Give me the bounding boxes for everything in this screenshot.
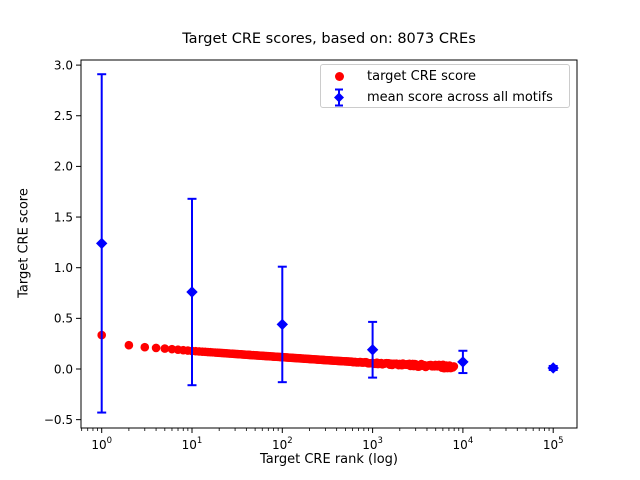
mean-score-diamond xyxy=(547,362,559,374)
legend-item-target-cre-score: target CRE score xyxy=(321,66,569,87)
legend-item-mean-score: mean score across all motifs xyxy=(321,87,569,108)
y-tick-label: −0.5 xyxy=(44,413,73,427)
mean-score-diamond xyxy=(366,344,379,356)
x-tick-label: 104 xyxy=(453,436,474,452)
mean-score-diamond xyxy=(457,356,469,368)
y-tick-label: 3.0 xyxy=(54,58,73,72)
legend: target CRE score mean score across all m… xyxy=(320,64,570,108)
mean-score-diamond xyxy=(186,286,198,298)
y-tick-label: 1.5 xyxy=(54,210,73,224)
y-tick-label: 0.0 xyxy=(54,362,73,376)
y-tick-label: 2.0 xyxy=(54,160,73,174)
legend-item-label: target CRE score xyxy=(367,69,477,84)
x-axis: 100 101 102 103 104 105 xyxy=(81,428,564,452)
mean-score-series xyxy=(96,73,559,414)
y-axis: 3.0 2.5 2.0 1.5 1.0 0.5 0.0 −0.5 xyxy=(44,58,81,427)
mean-score-diamond xyxy=(96,237,108,250)
legend-item-label: mean score across all motifs xyxy=(367,90,553,105)
x-tick-label: 103 xyxy=(362,436,383,452)
legend-diamond-errorbar-marker-icon xyxy=(321,87,357,108)
x-tick-label: 100 xyxy=(91,436,112,452)
x-axis-label: Target CRE rank (log) xyxy=(260,452,398,467)
y-tick-label: 0.5 xyxy=(54,312,73,326)
y-tick-label: 2.5 xyxy=(54,109,73,123)
chart-title: Target CRE scores, based on: 8073 CREs xyxy=(182,31,476,47)
mean-score-diamond xyxy=(276,318,288,331)
legend-circle-marker-icon xyxy=(321,72,357,81)
x-tick-label: 101 xyxy=(182,436,203,452)
y-tick-label: 1.0 xyxy=(54,261,73,275)
target-cre-score-series xyxy=(97,330,459,373)
x-tick-label: 105 xyxy=(543,436,564,452)
x-tick-label: 102 xyxy=(272,436,293,452)
axes-frame xyxy=(80,59,578,429)
